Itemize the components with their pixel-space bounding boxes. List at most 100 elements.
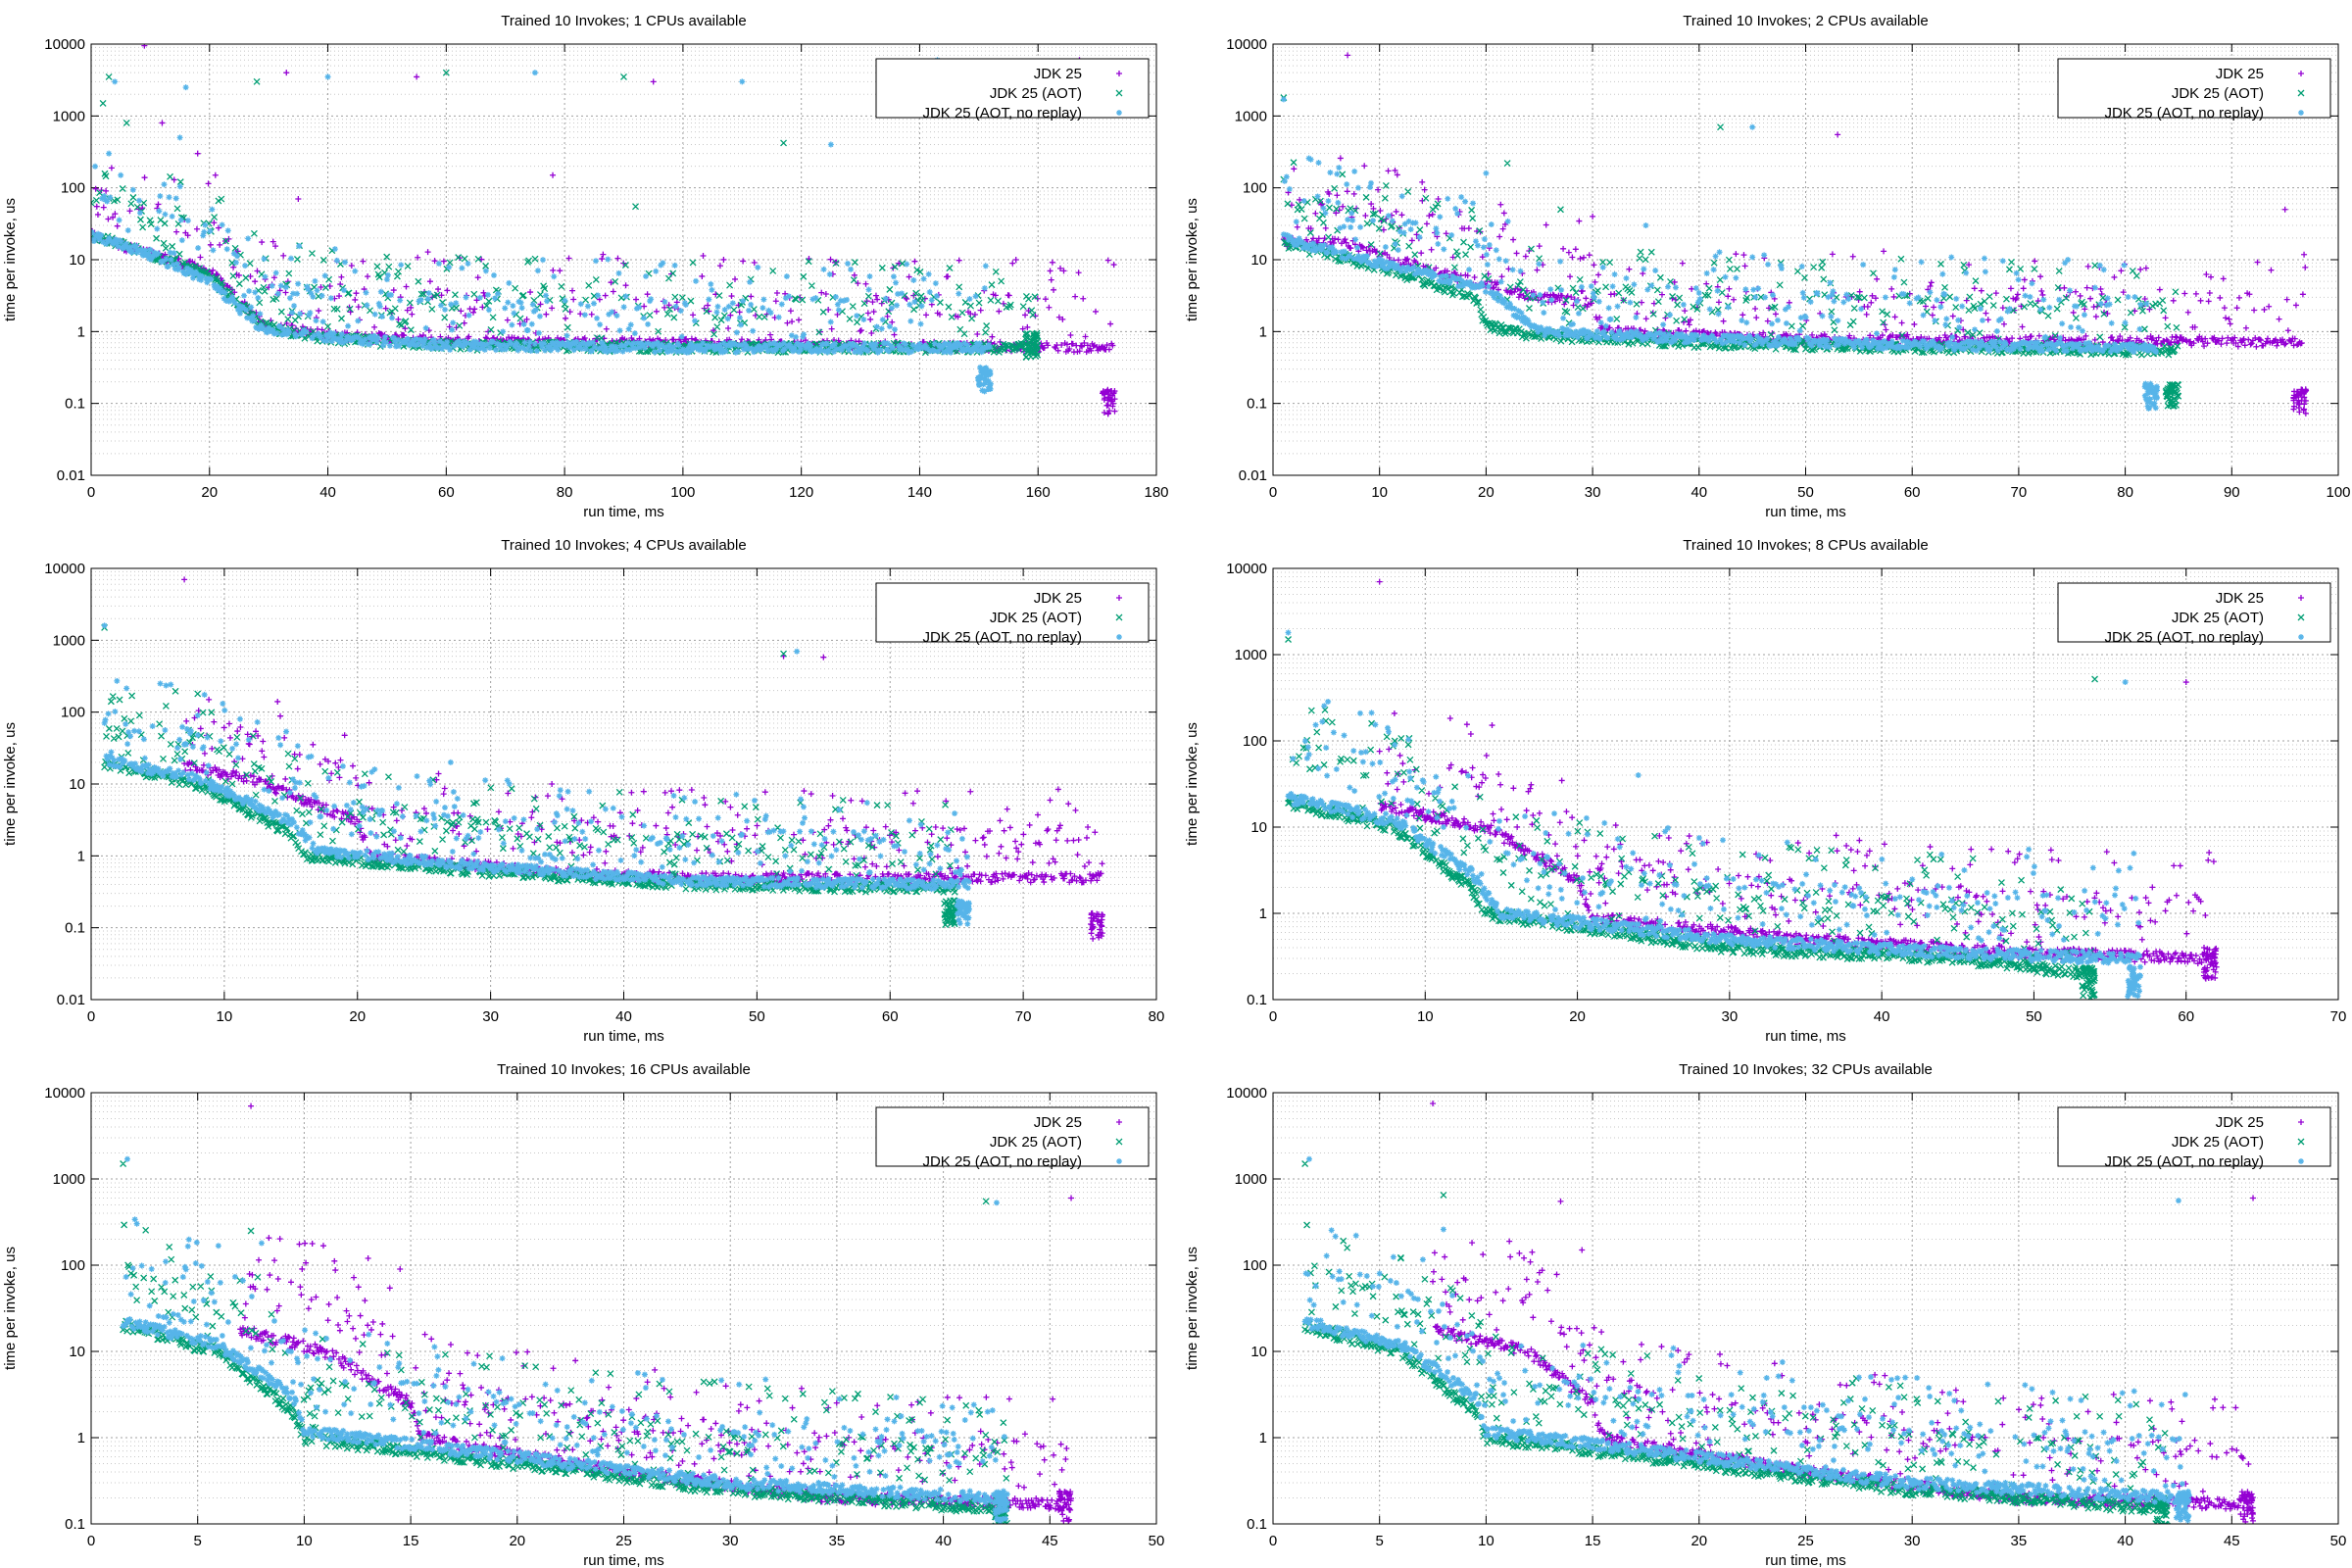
legend-marker	[1116, 1158, 1122, 1164]
legend-marker	[1115, 613, 1123, 621]
series-2-markers	[120, 1160, 1011, 1524]
x-axis-label: run time, ms	[583, 1028, 664, 1045]
x-tick-label: 15	[403, 1533, 419, 1549]
x-axis-label: run time, ms	[1765, 1028, 1846, 1045]
y-tick-label: 10000	[1226, 561, 1267, 577]
plot-frame	[1272, 567, 2339, 1001]
y-tick-label: 1000	[53, 1171, 85, 1188]
series-3-markers	[1285, 629, 2143, 1000]
x-tick-label: 10	[1478, 1533, 1494, 1549]
x-tick-label: 30	[1585, 484, 1601, 501]
legend-label: JDK 25 (AOT, no replay)	[922, 105, 1082, 122]
y-tick-label: 10000	[1226, 1085, 1267, 1102]
legend-marker	[1116, 634, 1122, 640]
series-2-markers	[1280, 94, 2182, 410]
x-tick-label: 25	[615, 1533, 632, 1549]
chart-title: Trained 10 Invokes; 1 CPUs available	[501, 13, 746, 29]
legend-label: JDK 25 (AOT)	[990, 610, 1082, 626]
series-2-points	[120, 1160, 1011, 1524]
series-3-points	[1285, 629, 2143, 1000]
chart-title: Trained 10 Invokes; 8 CPUs available	[1683, 537, 1928, 554]
x-tick-label: 20	[349, 1008, 366, 1025]
y-tick-label: 0.01	[57, 467, 85, 484]
legend-label: JDK 25 (AOT)	[990, 85, 1082, 102]
chart-panel-1: 0.01 0.1 1 10 100 1000 10000 0 20 40 60 80 100 120 140…	[2, 13, 1169, 520]
legend-marker	[1116, 71, 1122, 76]
plot-frame	[1272, 1092, 2339, 1525]
x-axis-label: run time, ms	[1765, 1552, 1846, 1568]
x-tick-label: 10	[217, 1008, 233, 1025]
x-tick-label: 50	[1149, 1533, 1165, 1549]
y-tick-label: 10	[1250, 252, 1267, 269]
x-tick-label: 5	[1376, 1533, 1384, 1549]
y-tick-label: 10000	[1226, 36, 1267, 53]
y-tick-label: 1	[1259, 906, 1267, 922]
legend-label: JDK 25 (AOT)	[2172, 1134, 2264, 1151]
x-tick-label: 10	[1371, 484, 1388, 501]
y-axis-label: time per invoke, us	[2, 198, 19, 321]
chart-panel-3: 0.01 0.1 1 10 100 1000 10000 0 10 20 30 40 50 60 70 80 T…	[2, 537, 1164, 1045]
series-2-points	[1301, 1160, 2171, 1524]
y-axis-label: time per invoke, us	[2, 1247, 19, 1370]
legend-marker	[1115, 1138, 1123, 1146]
y-tick-label: 10000	[44, 561, 85, 577]
y-tick-label: 100	[61, 180, 85, 197]
y-tick-label: 1	[77, 1430, 85, 1446]
plot-frame	[90, 43, 1157, 476]
y-tick-label: 1000	[1235, 108, 1267, 124]
legend: JDK 25 JDK 25 (AOT) JDK 25 (AOT, no replay…	[2057, 582, 2331, 646]
legend-label: JDK 25 (AOT)	[2172, 85, 2264, 102]
y-tick-label: 100	[61, 705, 85, 721]
chart-title: Trained 10 Invokes; 4 CPUs available	[501, 537, 746, 554]
y-tick-label: 0.1	[65, 920, 85, 937]
legend-label: JDK 25 (AOT, no replay)	[922, 1153, 1082, 1170]
legend-marker	[2297, 1138, 2305, 1146]
legend: JDK 25 JDK 25 (AOT) JDK 25 (AOT, no replay…	[875, 582, 1150, 646]
x-tick-label: 40	[1874, 1008, 1890, 1025]
x-tick-label: 100	[670, 484, 695, 501]
chart-title: Trained 10 Invokes; 16 CPUs available	[497, 1061, 751, 1078]
y-tick-label: 0.1	[65, 1516, 85, 1533]
legend-label: JDK 25	[1034, 1114, 1082, 1131]
x-tick-label: 45	[2224, 1533, 2240, 1549]
x-tick-label: 30	[1722, 1008, 1739, 1025]
y-tick-label: 10	[1250, 819, 1267, 836]
x-tick-label: 160	[1026, 484, 1051, 501]
legend: JDK 25 JDK 25 (AOT) JDK 25 (AOT, no replay…	[875, 58, 1150, 122]
x-tick-label: 0	[1269, 484, 1277, 501]
legend-marker	[1116, 1119, 1122, 1125]
series-3-points	[91, 57, 994, 395]
x-tick-label: 35	[2011, 1533, 2028, 1549]
x-tick-label: 140	[907, 484, 932, 501]
legend-label: JDK 25 (AOT)	[990, 1134, 1082, 1151]
series-3-markers	[120, 1155, 1010, 1524]
chart-title: Trained 10 Invokes; 32 CPUs available	[1679, 1061, 1933, 1078]
x-tick-label: 30	[722, 1533, 739, 1549]
x-tick-label: 20	[509, 1533, 525, 1549]
legend-marker	[2298, 634, 2304, 640]
x-tick-label: 40	[935, 1533, 952, 1549]
series-3-points	[120, 1155, 1010, 1524]
legend-label: JDK 25	[1034, 590, 1082, 607]
x-tick-label: 20	[1478, 484, 1494, 501]
x-tick-label: 50	[1797, 484, 1814, 501]
y-tick-label: 10	[69, 776, 85, 793]
x-axis-label: run time, ms	[583, 1552, 664, 1568]
x-tick-label: 50	[2026, 1008, 2042, 1025]
x-tick-label: 80	[1149, 1008, 1165, 1025]
y-tick-label: 1000	[53, 108, 85, 124]
legend: JDK 25 JDK 25 (AOT) JDK 25 (AOT, no replay…	[2057, 58, 2331, 122]
plot-frame	[1272, 43, 2339, 476]
chart-panel-4: 0.1 1 10 100 1000 10000 0 10 20 30 40 50 60 70 Trained…	[1184, 537, 2346, 1045]
x-tick-label: 80	[557, 484, 573, 501]
legend-marker	[1115, 89, 1123, 97]
y-tick-label: 0.1	[1247, 396, 1267, 413]
series-2-markers	[1301, 1160, 2171, 1524]
legend-label: JDK 25	[2216, 1114, 2264, 1131]
x-tick-label: 20	[1569, 1008, 1586, 1025]
x-tick-label: 0	[1269, 1008, 1277, 1025]
x-tick-label: 35	[829, 1533, 846, 1549]
plot-frame	[90, 567, 1157, 1001]
x-tick-label: 0	[1269, 1533, 1277, 1549]
